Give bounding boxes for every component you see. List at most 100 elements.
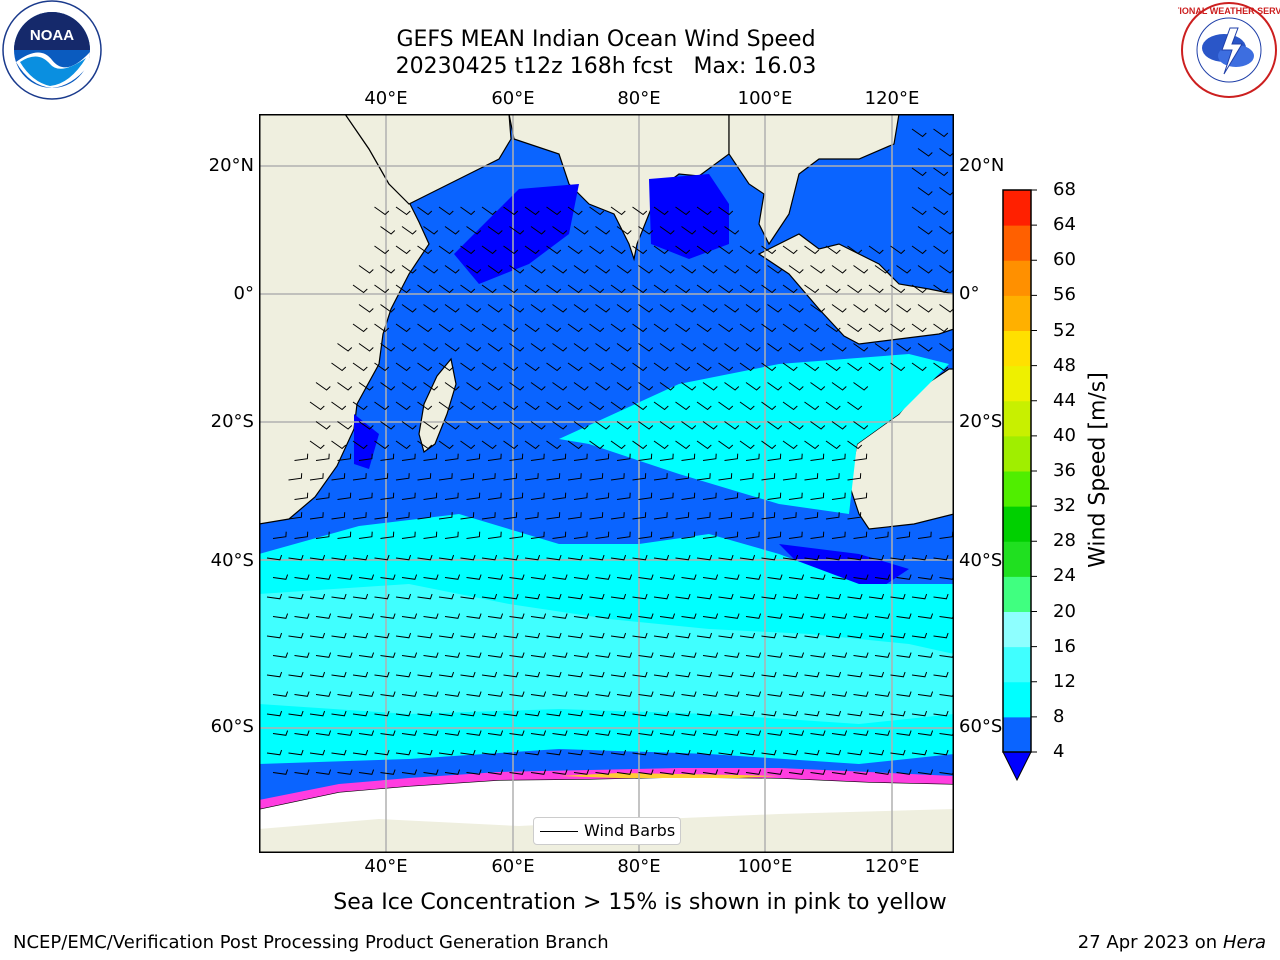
wind-barb (595, 769, 611, 775)
wind-barb (616, 574, 633, 580)
wind-barb (524, 401, 540, 411)
wind-barb (530, 382, 546, 391)
wind-barb (782, 245, 798, 255)
wind-barb (788, 421, 804, 430)
wind-barb (616, 343, 632, 352)
wind-barb (358, 769, 375, 775)
wind-barb (739, 512, 754, 520)
wind-barb (401, 382, 417, 391)
wind-barb (653, 512, 668, 520)
lon-tick-top: 60°E (491, 88, 535, 109)
wind-barb (739, 362, 755, 372)
wind-barb (659, 343, 675, 352)
wind-barb (401, 265, 417, 274)
wind-barb (395, 206, 411, 216)
wind-barb (503, 749, 519, 756)
wind-barb (739, 245, 755, 255)
wind-barb (417, 284, 433, 294)
wind-barb (460, 284, 476, 294)
wind-barb (702, 343, 718, 352)
wind-barb (337, 421, 353, 430)
wind-barb (825, 710, 842, 717)
wind-barb (788, 382, 804, 391)
wind-barb (681, 226, 697, 235)
wind-barb (782, 512, 797, 520)
wind-barb (610, 362, 626, 372)
wind-barb (503, 206, 519, 216)
wind-barb (395, 554, 412, 561)
wind-barb (309, 749, 326, 756)
wind-barb (702, 226, 718, 235)
wind-barb (567, 206, 583, 216)
wind-barb (847, 401, 863, 411)
wind-barb (767, 343, 783, 352)
wind-barb (804, 512, 819, 520)
wind-barb (847, 284, 863, 294)
wind-barb (653, 710, 670, 717)
wind-barb (589, 593, 605, 600)
wind-barb (761, 473, 776, 481)
wind-barb (831, 265, 847, 274)
wind-barb (444, 613, 461, 619)
wind-barb (739, 440, 755, 450)
wind-barb (675, 362, 691, 372)
wind-barb (825, 323, 841, 333)
wind-barb (352, 512, 367, 520)
wind-barb (767, 613, 783, 619)
wind-barb (503, 284, 519, 294)
wind-barb (810, 343, 826, 352)
noaa-logo: NOAA (2, 0, 102, 100)
wind-barb (573, 265, 589, 274)
wind-barb (481, 245, 497, 255)
wind-barb (352, 440, 368, 450)
wind-barb (438, 401, 454, 411)
wind-barb (718, 512, 733, 520)
wind-barb (874, 730, 891, 736)
wind-barb (868, 362, 884, 372)
wind-barb (767, 453, 782, 461)
wind-barb (890, 554, 906, 561)
wind-barb (552, 613, 568, 619)
wind-barb (509, 421, 525, 430)
wind-barb (331, 554, 347, 561)
wind-barb (374, 284, 390, 294)
wind-barb (896, 343, 912, 352)
wind-barb (653, 473, 668, 481)
wind-barb (896, 691, 912, 697)
wind-barb (724, 531, 739, 539)
wind-barb (438, 440, 454, 450)
wind-barb (874, 574, 891, 580)
wind-barb (331, 401, 347, 411)
wind-barb (595, 531, 610, 539)
wind-barb (417, 206, 433, 216)
wind-barb (911, 128, 927, 138)
wind-barb (853, 769, 869, 775)
wind-barb (653, 401, 669, 411)
lat-tick-left: 20°S (210, 411, 254, 432)
indonesia-landmass (757, 233, 954, 345)
wind-barb (272, 613, 289, 619)
wind-barb (567, 512, 582, 520)
colorbar-label: 32 (1053, 495, 1076, 517)
wind-barb (503, 512, 518, 520)
wind-barb (380, 574, 396, 580)
wind-barb (530, 343, 546, 352)
wind-barb (524, 473, 539, 481)
wind-barb (782, 440, 798, 450)
wind-barb (509, 453, 524, 461)
wind-barb (595, 492, 610, 500)
wind-barb (460, 440, 476, 450)
wind-barb (610, 671, 627, 678)
wind-barb (374, 473, 389, 481)
se-asia-landmass (728, 114, 900, 246)
wind-barb (724, 652, 740, 658)
wind-barb (831, 304, 847, 313)
wind-barb (853, 265, 869, 274)
lat-tick-right: 20°N (959, 155, 1005, 176)
wind-barb (724, 691, 740, 697)
wind-barb (890, 284, 906, 294)
wind-barb (487, 453, 502, 461)
wind-barb (466, 574, 482, 580)
wind-barb (745, 613, 762, 619)
wind-barb (423, 421, 439, 430)
